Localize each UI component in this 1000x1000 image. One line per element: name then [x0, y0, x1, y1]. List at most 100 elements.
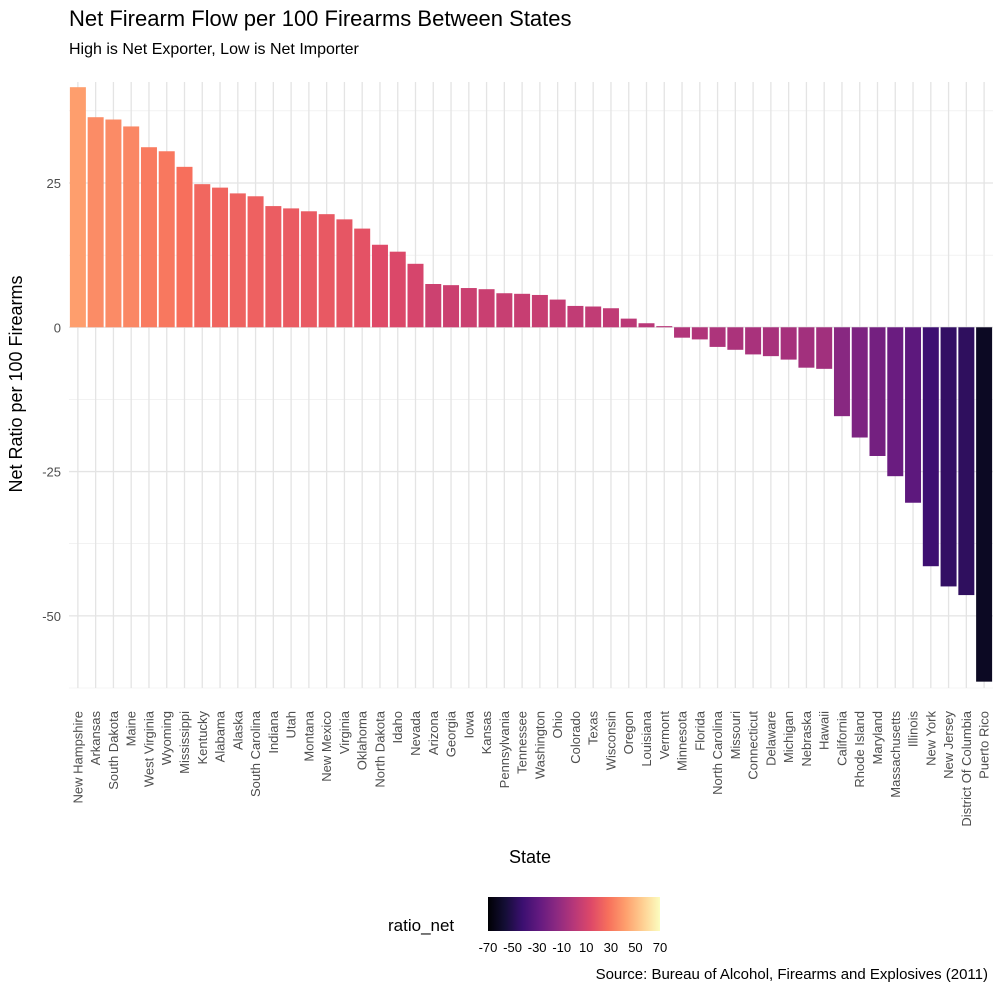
- x-tick-label: District Of Columbia: [959, 710, 974, 826]
- legend-tick-label: -70: [479, 940, 498, 955]
- bar-california: [833, 327, 850, 417]
- bar-south-carolina: [247, 196, 264, 328]
- bar-ohio: [549, 299, 566, 328]
- bar-florida: [691, 327, 708, 340]
- x-tick-label: Arkansas: [88, 711, 103, 766]
- legend-title: ratio_net: [388, 916, 454, 935]
- x-tick-label: Missouri: [728, 711, 743, 760]
- x-tick-label: Rhode Island: [852, 711, 867, 788]
- x-tick-label: Maryland: [870, 711, 885, 764]
- y-tick-label: -25: [42, 465, 61, 480]
- legend-tick-label: -10: [552, 940, 571, 955]
- bar-district-of-columbia: [958, 327, 975, 596]
- x-tick-label: Delaware: [763, 711, 778, 766]
- bar-minnesota: [674, 327, 691, 338]
- legend-colorbar: [488, 897, 660, 931]
- bar-wisconsin: [602, 308, 619, 328]
- bar-rhode-island: [851, 327, 868, 438]
- legend-tick-label: 10: [579, 940, 593, 955]
- x-tick-label: Florida: [692, 710, 707, 751]
- x-tick-label: Iowa: [461, 710, 476, 738]
- x-tick-label: Massachusetts: [888, 711, 903, 798]
- bar-indiana: [265, 206, 282, 328]
- x-tick-label: Tennessee: [515, 711, 530, 774]
- chart-subtitle: High is Net Exporter, Low is Net Importe…: [69, 41, 359, 58]
- x-tick-label: North Dakota: [372, 710, 387, 787]
- x-tick-label: Idaho: [390, 711, 405, 744]
- bar-new-mexico: [318, 214, 335, 328]
- bar-iowa: [460, 288, 477, 328]
- bar-utah: [283, 208, 300, 328]
- x-tick-label: Mississippi: [177, 711, 192, 774]
- bar-virginia: [336, 219, 353, 328]
- bar-maine: [123, 126, 140, 328]
- x-tick-label: Louisiana: [639, 710, 654, 766]
- bar-kentucky: [194, 184, 211, 328]
- x-tick-label: South Dakota: [106, 710, 121, 790]
- x-tick-label: Oregon: [621, 711, 636, 754]
- bar-arkansas: [87, 117, 104, 328]
- x-tick-label: Kansas: [479, 711, 494, 755]
- bar-kansas: [478, 289, 495, 328]
- x-tick-label: New Mexico: [319, 711, 334, 782]
- x-tick-label: Texas: [586, 711, 601, 745]
- bar-west-virginia: [140, 147, 157, 328]
- bar-montana: [300, 211, 317, 328]
- x-tick-label: Utah: [284, 711, 299, 738]
- x-axis-title: State: [509, 847, 551, 867]
- x-tick-label: Montana: [301, 710, 316, 761]
- x-tick-label: New Jersey: [941, 711, 956, 779]
- x-tick-label: Colorado: [568, 711, 583, 764]
- bar-texas: [585, 306, 602, 328]
- x-tick-label: Illinois: [906, 711, 921, 748]
- x-tick-label: Kentucky: [195, 711, 210, 765]
- bar-illinois: [905, 327, 922, 503]
- bar-pennsylvania: [496, 293, 513, 328]
- x-tick-label: West Virginia: [141, 710, 156, 787]
- bar-alaska: [229, 193, 246, 328]
- x-tick-label: Nevada: [408, 710, 423, 756]
- x-tick-label: Puerto Rico: [977, 711, 992, 779]
- x-tick-label: South Carolina: [248, 710, 263, 797]
- bar-nevada: [407, 263, 424, 328]
- bar-new-york: [922, 327, 939, 567]
- x-tick-label: Wyoming: [159, 711, 174, 765]
- bar-tennessee: [514, 293, 531, 328]
- legend-tick-label: 50: [628, 940, 642, 955]
- bar-puerto-rico: [976, 327, 993, 682]
- x-tick-label: Wisconsin: [603, 711, 618, 770]
- x-tick-label: New York: [923, 711, 938, 766]
- bar-oregon: [620, 318, 637, 328]
- bar-mississippi: [176, 166, 193, 328]
- y-tick-label: 0: [54, 320, 61, 335]
- bar-vermont: [656, 326, 673, 328]
- x-tick-label: Connecticut: [746, 711, 761, 780]
- x-tick-label: Hawaii: [817, 711, 832, 750]
- chart-caption: Source: Bureau of Alcohol, Firearms and …: [595, 966, 988, 983]
- x-tick-label: Indiana: [266, 710, 281, 753]
- x-tick-label: North Carolina: [710, 710, 725, 795]
- bars: [69, 87, 993, 682]
- y-tick-label: -50: [42, 609, 61, 624]
- bar-wyoming: [158, 151, 175, 328]
- legend-tick-label: -50: [503, 940, 522, 955]
- bar-new-jersey: [940, 327, 957, 587]
- bar-oklahoma: [354, 228, 371, 328]
- x-tick-label: Arizona: [426, 710, 441, 755]
- legend-tick-label: -30: [528, 940, 547, 955]
- x-tick-label: New Hampshire: [70, 711, 85, 803]
- bar-louisiana: [638, 323, 655, 328]
- bar-connecticut: [745, 327, 762, 355]
- bar-missouri: [727, 327, 744, 350]
- y-tick-label: 25: [47, 176, 61, 191]
- bar-arizona: [425, 284, 442, 328]
- x-axis-ticks: New Hampshire Arkansas South Dakota Maine We…: [70, 710, 991, 826]
- x-tick-label: Alaska: [230, 710, 245, 750]
- bar-nebraska: [798, 327, 815, 368]
- chart-title: Net Firearm Flow per 100 Firearms Betwee…: [69, 6, 572, 31]
- y-axis-title: Net Ratio per 100 Firearms: [6, 275, 26, 492]
- x-tick-label: Michigan: [781, 711, 796, 763]
- bar-hawaii: [816, 327, 833, 369]
- color-legend: ratio_net -70 -50 -30 -10 10 30 50 70: [388, 897, 667, 955]
